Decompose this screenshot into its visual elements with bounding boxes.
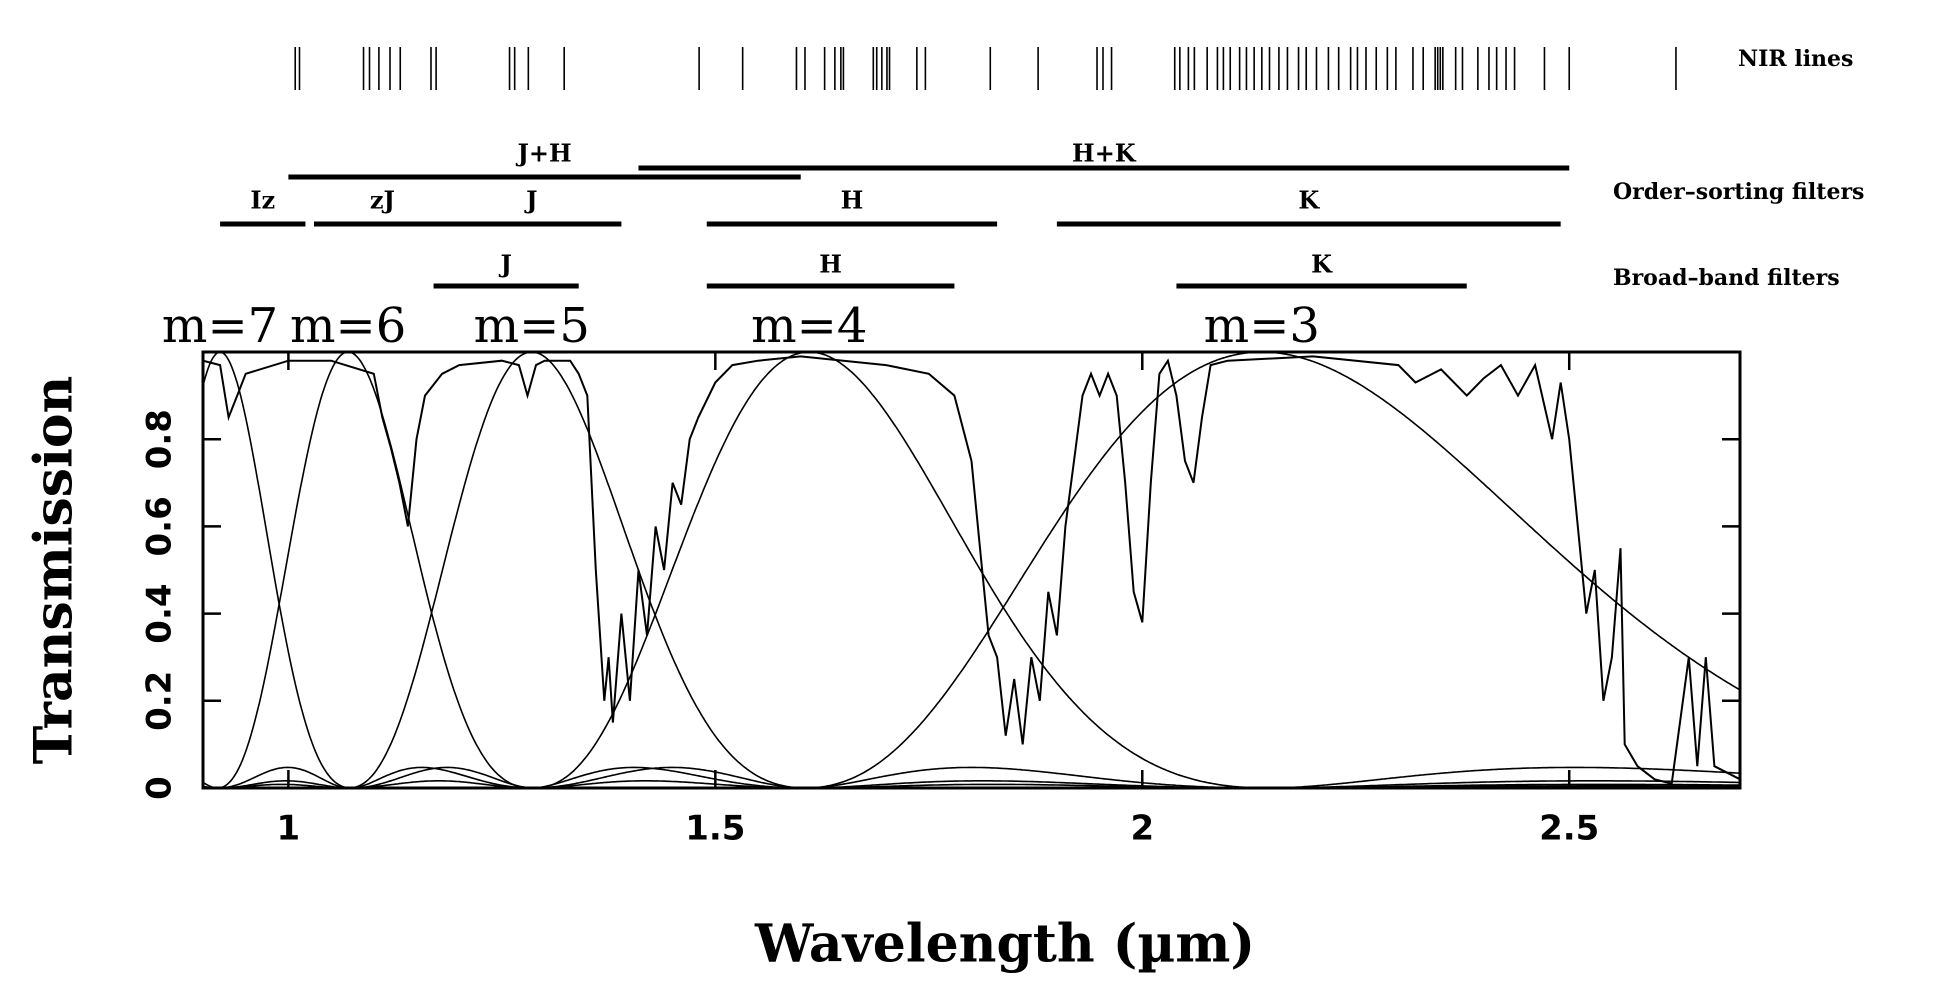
x-tick-label: 2 (1130, 809, 1154, 849)
x-tick-label: 1 (277, 809, 301, 849)
combined-filter-label: J+H (515, 139, 571, 168)
x-tick-label: 1.5 (685, 809, 745, 849)
x-tick-label: 2.5 (1539, 809, 1599, 849)
order-label: m=7 (162, 298, 278, 354)
broad-band-filter-label: K (1311, 250, 1333, 279)
order-label: m=3 (1204, 298, 1320, 354)
broad-band-filter-label: J (498, 250, 511, 279)
order-sorting-filter-label: zJ (370, 186, 395, 215)
y-tick-label: 0.6 (140, 496, 180, 556)
combined-filter-label: H+K (1072, 139, 1137, 168)
nir-lines-label: NIR lines (1738, 46, 1853, 72)
y-axis-title: Transmission (24, 376, 85, 765)
order-sorting-filter-label: Iz (250, 186, 275, 215)
transmission-line (203, 355, 1740, 785)
order-label: m=6 (290, 298, 406, 354)
order-label: m=4 (751, 298, 867, 354)
order-label: m=5 (474, 298, 590, 354)
order-sorting-filter-label: K (1298, 186, 1320, 215)
order-sorting-filter-label: H (841, 186, 864, 215)
y-tick-label: 0.8 (140, 409, 180, 469)
x-axis-title: Wavelength (µm) (754, 914, 1255, 975)
order-sorting-filter-label: J (524, 186, 537, 215)
order-curve (203, 352, 1740, 788)
plot-frame (201, 350, 1742, 790)
y-tick-label: 0.2 (140, 671, 180, 731)
order-sorting-label: Order–sorting filters (1613, 179, 1864, 205)
order-curve (203, 352, 1740, 788)
order-curve (203, 352, 1740, 788)
y-tick-label: 0 (140, 776, 180, 800)
broad-band-filter-label: H (819, 250, 842, 279)
order-curve (203, 352, 1740, 788)
broad-band-label: Broad–band filters (1613, 265, 1840, 291)
y-tick-label: 0.4 (140, 583, 180, 643)
order-curve (203, 352, 1740, 788)
